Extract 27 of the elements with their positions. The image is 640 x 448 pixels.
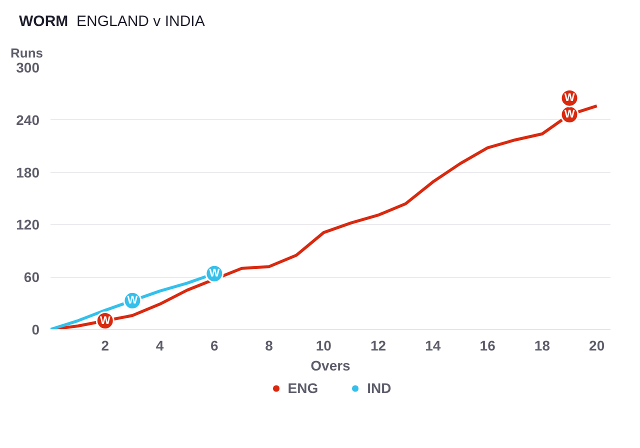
x-tick-label: 18 <box>534 338 550 354</box>
x-tick-label: 6 <box>210 338 219 354</box>
data-label: W <box>100 314 111 327</box>
x-tick-label: 10 <box>316 338 332 354</box>
y-axis-title: Runs <box>10 46 43 60</box>
data-label: W <box>209 268 220 280</box>
y-tick-label: 0 <box>32 322 40 338</box>
y-tick-label: 300 <box>16 60 40 76</box>
x-tick-label: 8 <box>265 338 274 354</box>
chart-subtitle: ENGLAND v INDIA <box>76 13 205 30</box>
x-tick-label: 12 <box>370 338 386 354</box>
x-tick-label: 2 <box>101 338 110 354</box>
y-tick-label: 180 <box>16 164 40 180</box>
legend-label: ENG <box>288 380 318 396</box>
x-tick-label: 16 <box>480 338 496 354</box>
x-axis-title: Overs <box>310 358 351 374</box>
chart-title: WORM <box>19 13 68 30</box>
data-label: W <box>127 294 138 307</box>
x-tick-label: 20 <box>589 338 605 354</box>
x-tick-label: 4 <box>156 338 164 354</box>
x-tick-label: 14 <box>425 338 441 354</box>
y-tick-label: 120 <box>16 216 40 233</box>
data-label: W <box>564 92 576 104</box>
data-label: W <box>564 108 576 121</box>
y-tick-label: 240 <box>16 112 40 128</box>
legend-label: IND <box>367 380 392 396</box>
y-tick-label: 60 <box>24 269 40 286</box>
